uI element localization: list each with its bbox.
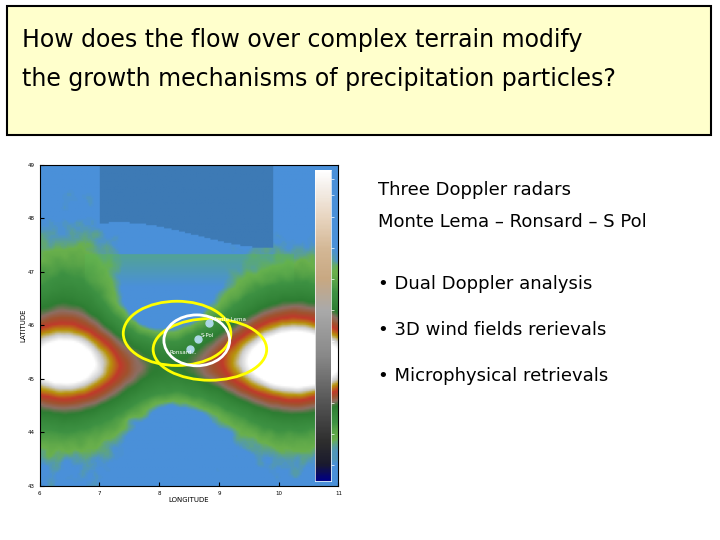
Text: Three Doppler radars: Three Doppler radars (378, 181, 571, 199)
X-axis label: LONGITUDE: LONGITUDE (168, 497, 210, 503)
Text: How does the flow over complex terrain modify: How does the flow over complex terrain m… (22, 28, 582, 52)
Text: • Dual Doppler analysis: • Dual Doppler analysis (378, 275, 593, 293)
Text: S-Pol: S-Pol (201, 333, 215, 338)
Y-axis label: LATITUDE: LATITUDE (20, 308, 27, 342)
Text: Ronsard...: Ronsard... (169, 350, 197, 355)
Text: Monte Lema – Ronsard – S Pol: Monte Lema – Ronsard – S Pol (378, 213, 647, 231)
Text: the growth mechanisms of precipitation particles?: the growth mechanisms of precipitation p… (22, 67, 616, 91)
Text: Monte Lema: Monte Lema (212, 316, 246, 321)
Text: • Microphysical retrievals: • Microphysical retrievals (378, 367, 608, 385)
FancyBboxPatch shape (7, 6, 711, 135)
Text: • 3D wind fields rerievals: • 3D wind fields rerievals (378, 321, 606, 339)
